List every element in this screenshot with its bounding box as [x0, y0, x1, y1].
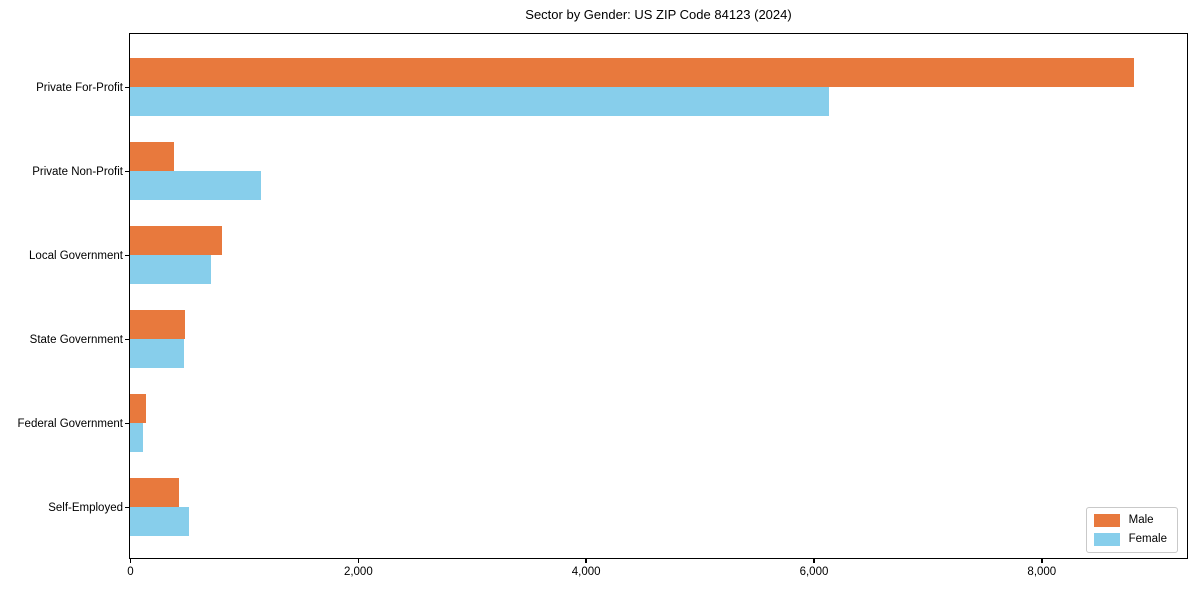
y-tick-mark: [125, 338, 129, 341]
y-tick-label-private-for-profit: Private For-Profit: [36, 81, 123, 94]
x-tick-mark: [1041, 559, 1043, 563]
y-tick-label-self-employed: Self-Employed: [48, 501, 123, 514]
x-tick-label: 2,000: [343, 566, 373, 578]
y-tick-label-federal-government: Federal Government: [17, 417, 123, 430]
chart-title: Sector by Gender: US ZIP Code 84123 (202…: [525, 7, 792, 22]
bar-male-private-non-profit: [130, 142, 175, 171]
bar-female-federal-government: [130, 423, 143, 452]
bar-female-state-government: [130, 339, 184, 368]
y-tick-mark: [125, 254, 129, 257]
bar-male-state-government: [130, 310, 185, 339]
legend-label-female: Female: [1128, 533, 1167, 545]
bar-female-private-non-profit: [130, 171, 261, 200]
y-tick-label-state-government: State Government: [29, 333, 123, 346]
x-tick-mark: [357, 559, 360, 563]
y-tick-mark: [125, 170, 129, 173]
x-tick-mark: [813, 559, 815, 563]
y-tick-label-local-government: Local Government: [29, 249, 123, 262]
x-tick-label: 0: [127, 566, 134, 578]
y-tick-label-private-non-profit: Private Non-Profit: [32, 165, 123, 178]
legend-label-male: Male: [1128, 514, 1154, 526]
x-tick-label: 6,000: [799, 566, 829, 578]
legend-swatch-male: [1093, 514, 1120, 527]
bar-male-federal-government: [130, 394, 146, 423]
x-tick-label: 4,000: [571, 566, 601, 578]
bar-male-private-for-profit: [130, 58, 1134, 87]
bar-male-self-employed: [130, 478, 179, 507]
x-tick-mark: [129, 559, 132, 563]
bar-female-self-employed: [130, 507, 190, 536]
bar-female-local-government: [130, 255, 211, 284]
x-tick-mark: [585, 559, 587, 563]
y-tick-mark: [125, 506, 129, 509]
plot-area: Male Female: [129, 33, 1188, 559]
y-tick-mark: [125, 422, 129, 425]
x-tick-label: 8,000: [1027, 566, 1057, 578]
bar-male-local-government: [130, 226, 223, 255]
bar-female-private-for-profit: [130, 87, 830, 116]
y-tick-mark: [125, 86, 129, 89]
legend-swatch-female: [1093, 533, 1120, 546]
legend-item-male: Male: [1093, 514, 1167, 527]
legend: Male Female: [1085, 507, 1178, 553]
legend-item-female: Female: [1093, 533, 1167, 546]
